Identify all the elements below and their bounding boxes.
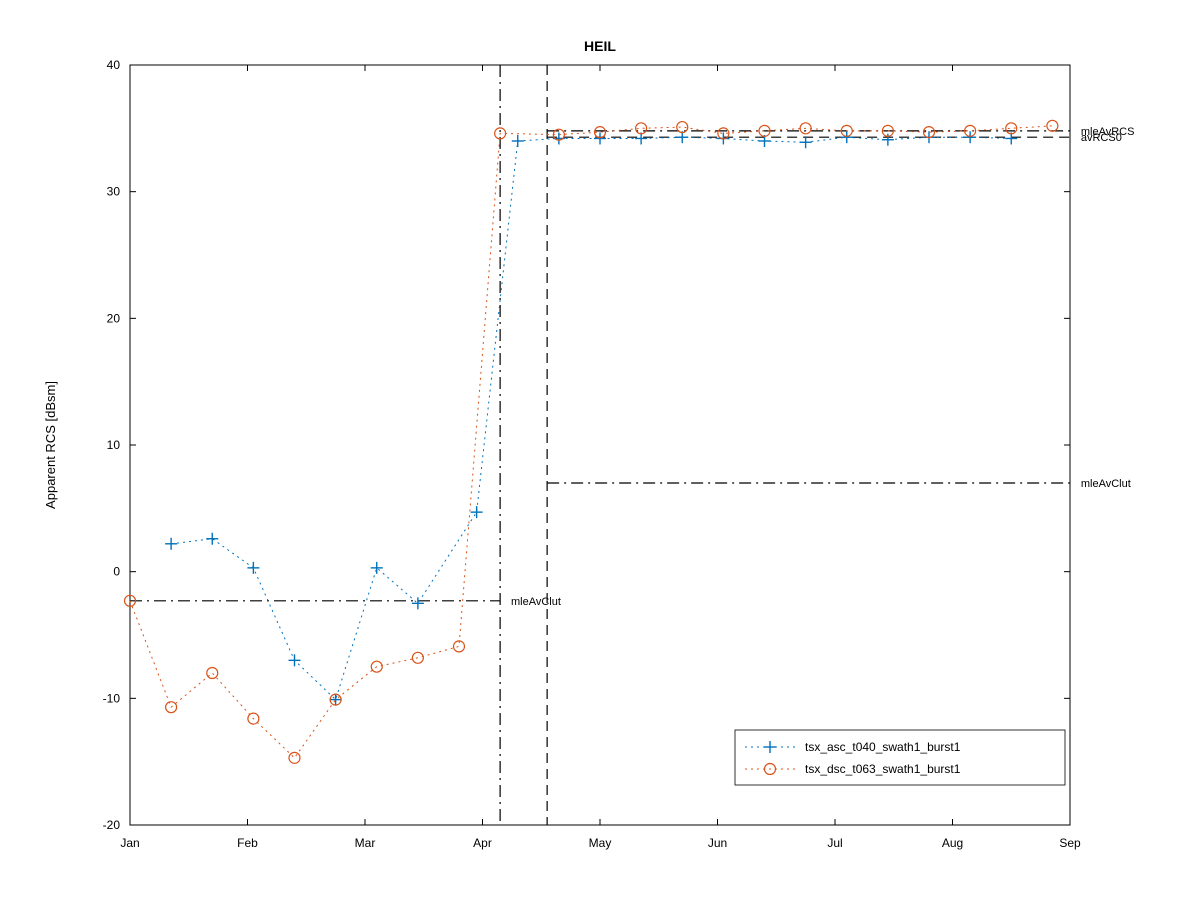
- y-tick-label: 30: [107, 185, 121, 199]
- chart-svg: HEIL Apparent RCS [dBsm] Jan Feb Mar Apr May Ju…: [0, 0, 1200, 900]
- y-tick-label: 40: [107, 58, 121, 72]
- x-tick-label: Jan: [120, 836, 139, 850]
- y-tick-label: -10: [103, 691, 121, 705]
- x-tick-label: Aug: [942, 836, 963, 850]
- x-tick-label: Jul: [827, 836, 842, 850]
- x-tick-label: Apr: [473, 836, 492, 850]
- legend-label: tsx_dsc_t063_swath1_burst1: [805, 762, 961, 776]
- x-tick-label: Mar: [355, 836, 376, 850]
- chart-container: HEIL Apparent RCS [dBsm] Jan Feb Mar Apr May Ju…: [0, 0, 1200, 900]
- x-tick-label: Feb: [237, 836, 258, 850]
- y-tick-label: -20: [103, 818, 121, 832]
- reference-line-label: mleAvClut: [1081, 478, 1131, 490]
- reference-line-label: mleAvClut: [511, 596, 561, 608]
- legend: tsx_asc_t040_swath1_burst1 tsx_dsc_t063_s…: [735, 730, 1065, 785]
- reference-line-label: mleAvRCS: [1081, 126, 1135, 138]
- x-tick-label: Jun: [708, 836, 727, 850]
- y-tick-label: 10: [107, 438, 121, 452]
- y-tick-label: 0: [113, 565, 120, 579]
- x-tick-label: Sep: [1059, 836, 1081, 850]
- x-tick-label: May: [589, 836, 612, 850]
- y-tick-label: 20: [107, 311, 121, 325]
- chart-title: HEIL: [584, 38, 616, 54]
- y-axis-label: Apparent RCS [dBsm]: [43, 381, 58, 509]
- legend-label: tsx_asc_t040_swath1_burst1: [805, 740, 961, 754]
